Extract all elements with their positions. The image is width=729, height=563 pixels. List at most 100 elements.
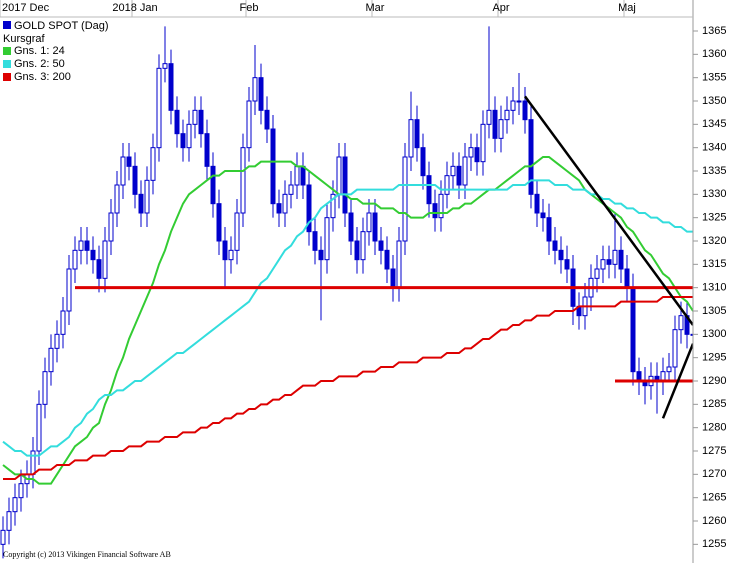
candle-body bbox=[258, 77, 264, 111]
candle-body bbox=[60, 310, 66, 335]
y-tick-label: 1315 bbox=[702, 258, 726, 270]
candle-body bbox=[144, 179, 150, 214]
candle-body bbox=[264, 109, 270, 130]
candle-body bbox=[372, 212, 378, 242]
candle-body bbox=[354, 240, 360, 261]
moving-average bbox=[2, 179, 693, 457]
candle-body bbox=[108, 212, 114, 242]
candle-body bbox=[192, 109, 198, 125]
candle-body bbox=[54, 333, 60, 349]
candle-body bbox=[246, 100, 252, 149]
candle-body bbox=[426, 175, 432, 205]
candle-body bbox=[186, 123, 192, 149]
y-tick-label: 1365 bbox=[702, 25, 726, 37]
candle-body bbox=[480, 123, 486, 163]
candle-body bbox=[498, 119, 504, 139]
y-tick-label: 1290 bbox=[702, 375, 726, 387]
candle-body bbox=[318, 249, 324, 261]
x-tick-label: Apr bbox=[492, 2, 509, 14]
candle-body bbox=[84, 240, 90, 251]
candle-body bbox=[306, 184, 312, 233]
y-tick-label: 1285 bbox=[702, 398, 726, 410]
candle-body bbox=[522, 100, 528, 121]
axis-panel bbox=[693, 0, 729, 563]
candle-body bbox=[390, 268, 396, 289]
candle-body bbox=[72, 249, 78, 270]
x-tick-label: Feb bbox=[240, 2, 259, 14]
candle-body bbox=[666, 366, 672, 373]
candle-body bbox=[66, 268, 72, 312]
candle-body bbox=[420, 147, 426, 177]
candle-body bbox=[282, 193, 288, 214]
candle-body bbox=[270, 128, 276, 205]
candle-body bbox=[528, 119, 534, 195]
y-tick-label: 1310 bbox=[702, 282, 726, 294]
y-tick-label: 1345 bbox=[702, 118, 726, 130]
candle-body bbox=[162, 63, 168, 69]
candle-body bbox=[342, 156, 348, 214]
candle-body bbox=[102, 240, 108, 279]
candle-body bbox=[450, 165, 456, 177]
candle-body bbox=[126, 156, 132, 167]
y-tick-label: 1275 bbox=[702, 445, 726, 457]
x-tick-label: 2018 Jan bbox=[112, 2, 157, 14]
candle-body bbox=[180, 133, 186, 149]
legend-swatch bbox=[3, 47, 11, 55]
candle-body bbox=[462, 156, 468, 186]
candle-body bbox=[606, 259, 612, 265]
candle-body bbox=[114, 184, 120, 214]
x-tick-label: Maj bbox=[618, 2, 636, 14]
candle-body bbox=[624, 268, 630, 289]
y-tick-label: 1355 bbox=[702, 72, 726, 84]
y-tick-label: 1295 bbox=[702, 352, 726, 364]
candle-body bbox=[96, 259, 102, 279]
y-axis: 1255 1260 1265 1270 1275 1280 1285 1290 1295 1300… bbox=[693, 25, 726, 550]
legend-swatch bbox=[3, 73, 11, 81]
candle-body bbox=[138, 193, 144, 214]
candle-body bbox=[378, 240, 384, 251]
candle-body bbox=[366, 212, 372, 233]
legend-swatch bbox=[3, 21, 11, 29]
candle-body bbox=[474, 147, 480, 163]
y-tick-label: 1360 bbox=[702, 48, 726, 60]
x-tick-label: 2017 Dec bbox=[2, 2, 50, 14]
candle-body bbox=[276, 203, 282, 214]
candle-body bbox=[432, 203, 438, 219]
moving-average bbox=[2, 156, 694, 485]
candle-body bbox=[630, 287, 636, 373]
candle-body bbox=[486, 109, 492, 125]
candle-body bbox=[612, 249, 618, 265]
candle-body bbox=[360, 231, 366, 261]
y-tick-label: 1340 bbox=[702, 142, 726, 154]
candle-body bbox=[330, 193, 336, 219]
x-tick-label: Mar bbox=[366, 2, 385, 14]
candle-body bbox=[174, 109, 180, 135]
candle-body bbox=[0, 529, 6, 545]
candle-body bbox=[18, 483, 24, 499]
y-tick-label: 1255 bbox=[702, 538, 726, 550]
candle-body bbox=[288, 184, 294, 195]
candle-body bbox=[36, 403, 42, 452]
candle-body bbox=[294, 165, 300, 186]
candle-body bbox=[198, 109, 204, 135]
candle-body bbox=[252, 77, 258, 102]
candle-body bbox=[240, 147, 246, 214]
legend-title: GOLD SPOT (Dag) bbox=[14, 20, 109, 32]
copyright: Copyright (c) 2013 Vikingen Financial So… bbox=[3, 550, 171, 559]
candle-body bbox=[504, 109, 510, 121]
y-tick-label: 1260 bbox=[702, 515, 726, 527]
candle-body bbox=[78, 240, 84, 251]
candle-body bbox=[468, 147, 474, 158]
plot-area bbox=[0, 26, 696, 559]
legend: GOLD SPOT (Dag) Kursgraf Gns. 1: 24Gns. … bbox=[3, 20, 109, 83]
y-tick-label: 1280 bbox=[702, 422, 726, 434]
candle-body bbox=[324, 217, 330, 261]
y-tick-label: 1300 bbox=[702, 328, 726, 340]
candle-body bbox=[492, 109, 498, 139]
candle-body bbox=[396, 240, 402, 289]
candle-body bbox=[534, 193, 540, 214]
y-tick-label: 1305 bbox=[702, 305, 726, 317]
candle-body bbox=[30, 450, 36, 475]
candle-body bbox=[6, 511, 12, 531]
